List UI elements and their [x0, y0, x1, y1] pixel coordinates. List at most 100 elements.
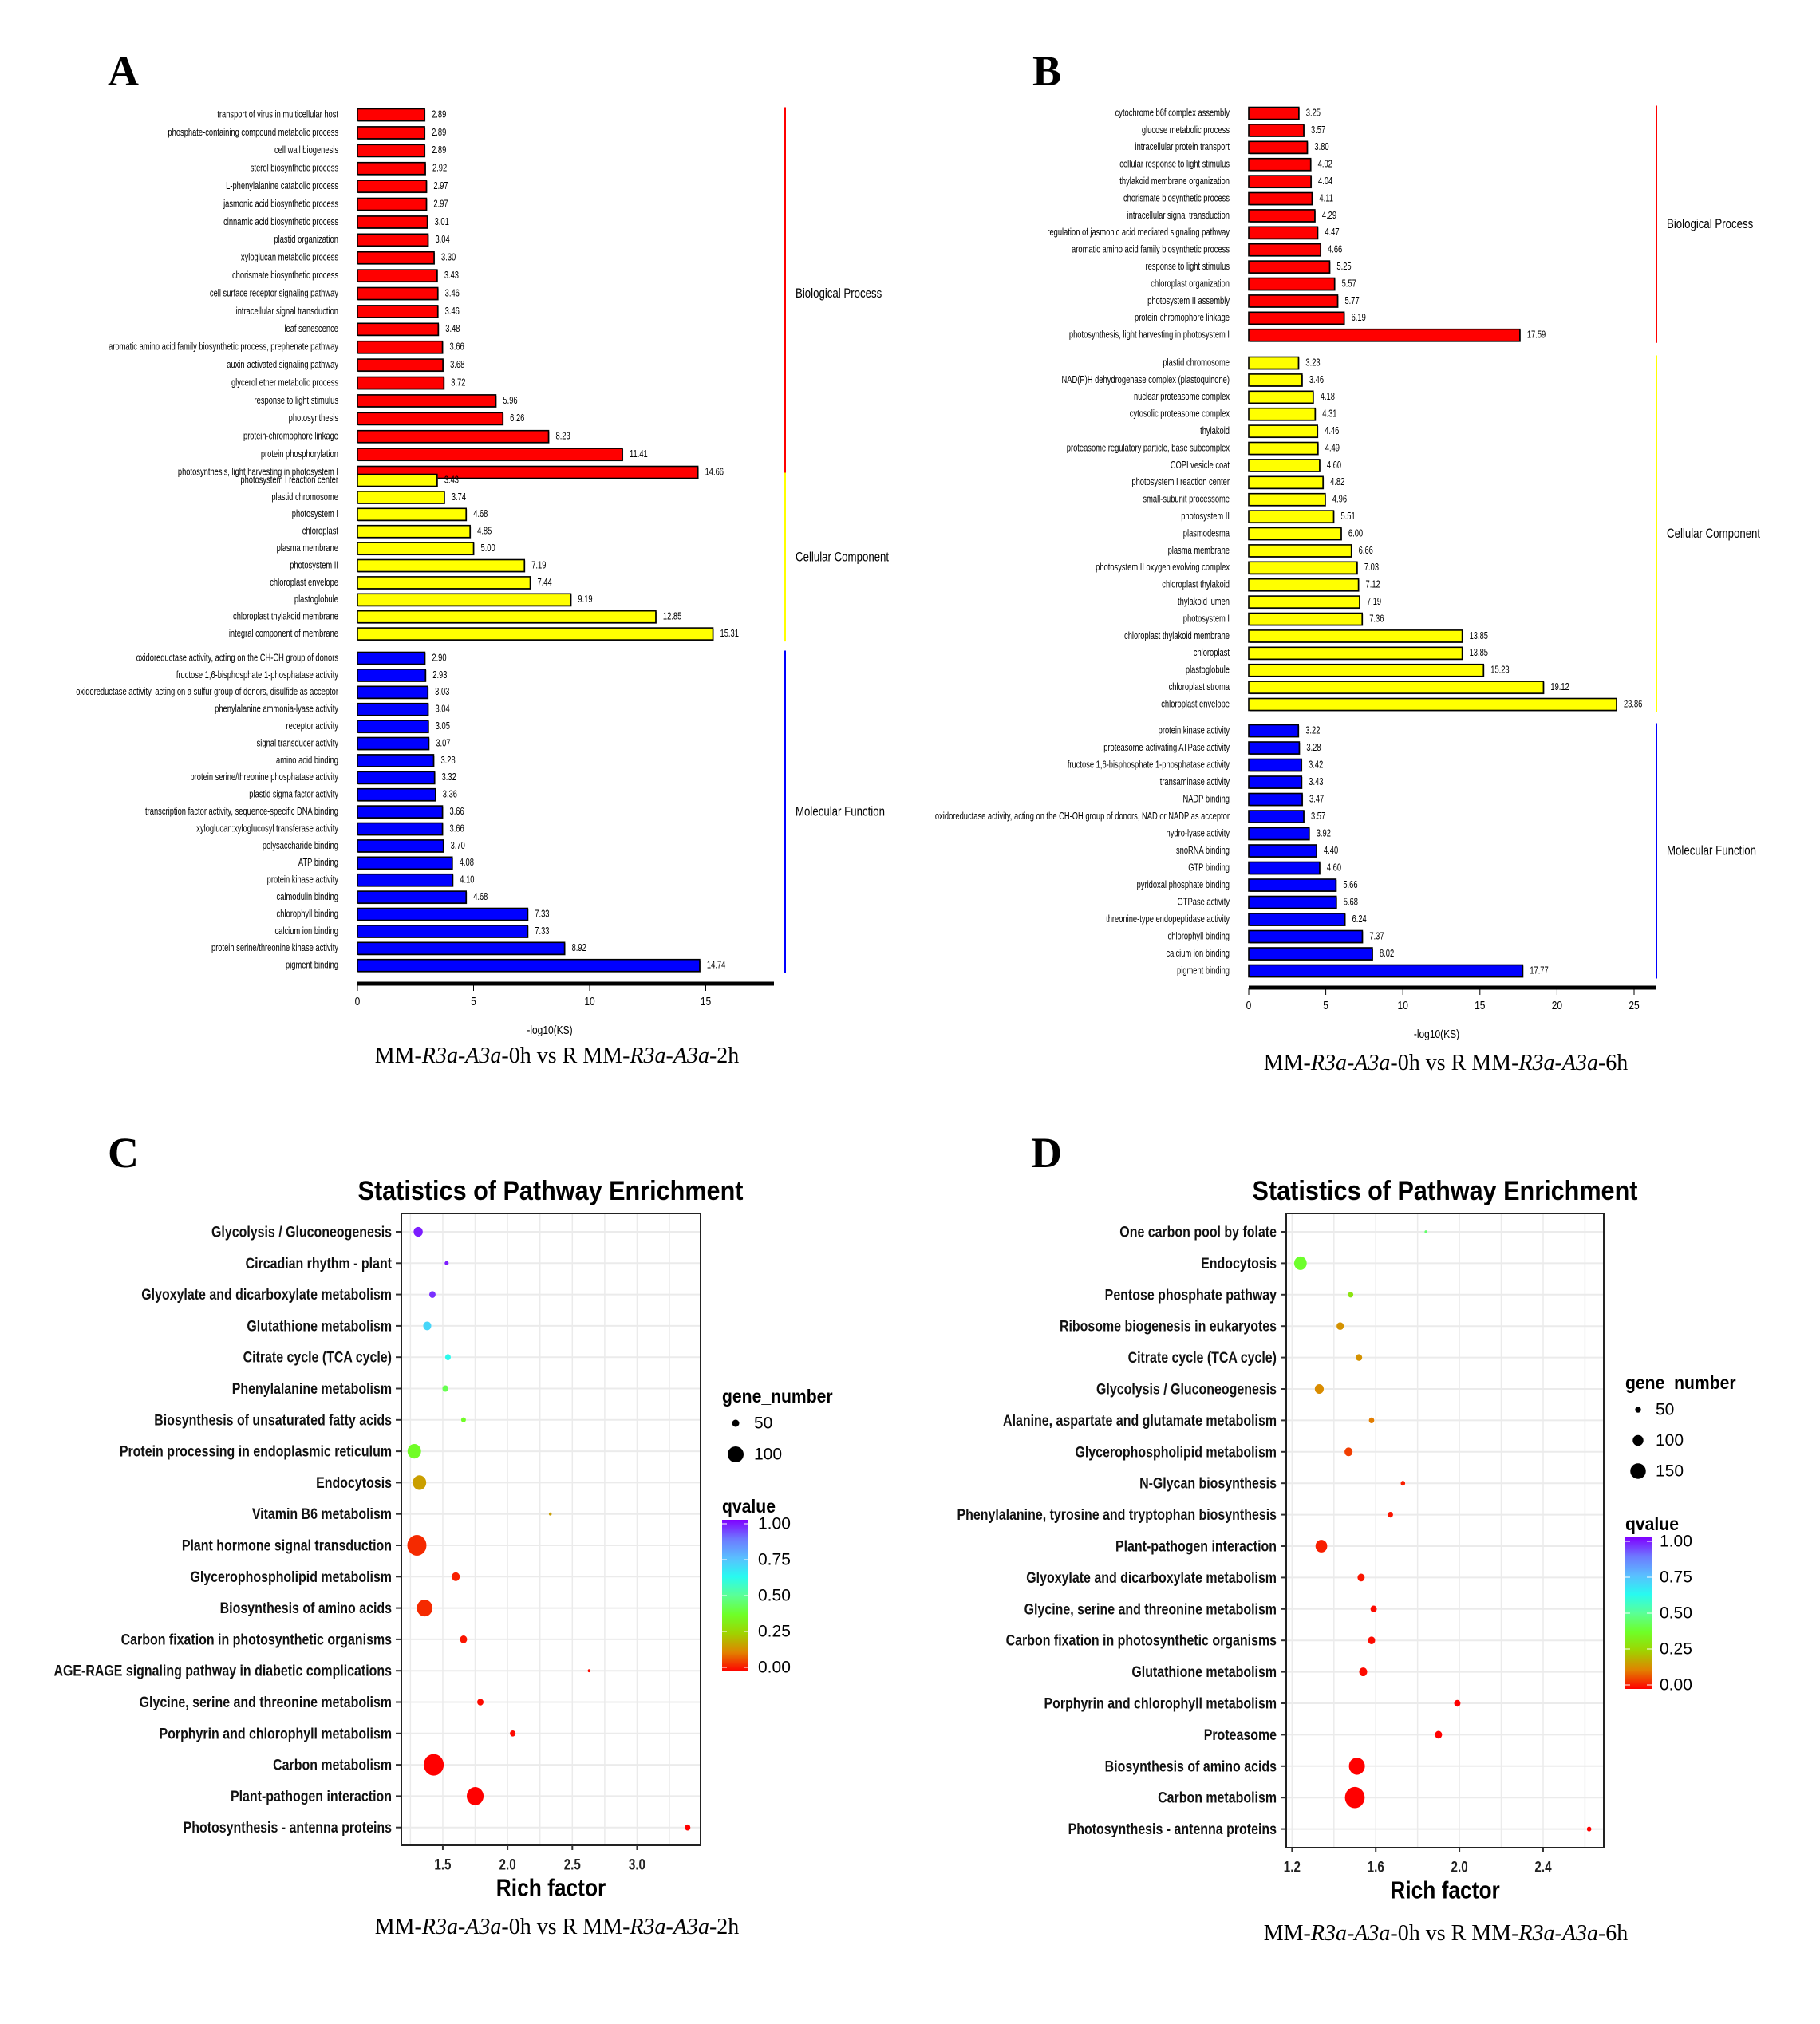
color-legend-label-wrap: 0.00: [1660, 1676, 1692, 1695]
value-label-wrap: 3.47: [1309, 794, 1324, 805]
value-label: 3.04: [435, 704, 449, 715]
group-label: Molecular Function: [796, 804, 885, 819]
x-tick-label: 2.5: [564, 1856, 581, 1873]
pathway-label: Glycolysis / Gluconeogenesis: [1096, 1380, 1277, 1398]
x-tick-label: 5: [471, 995, 476, 1008]
bar: [357, 856, 453, 870]
category-label-wrap: regulation of jasmonic acid mediated sig…: [1047, 227, 1230, 239]
bar: [357, 144, 425, 158]
group-label-wrap: Cellular Component: [1667, 527, 1761, 542]
color-legend-label: 0.25: [758, 1623, 791, 1641]
category-label-wrap: NADP binding: [1182, 794, 1230, 805]
caption-gene: R3a-A3a: [1310, 1051, 1391, 1075]
caption-gene: R3a-A3a: [421, 1915, 502, 1939]
category-label-wrap: ATP binding: [298, 858, 338, 869]
category-label-wrap: small-subunit processome: [1143, 494, 1230, 505]
data-point: [1370, 1605, 1377, 1613]
category-label: fructose 1,6-bisphosphate 1-phosphatase …: [1068, 759, 1230, 771]
value-label: 4.49: [1325, 443, 1340, 454]
caption-part: -0h vs R MM-: [501, 1044, 630, 1068]
value-label: 8.23: [555, 431, 570, 442]
pathway-label: AGE-RAGE signaling pathway in diabetic c…: [53, 1662, 392, 1679]
pathway-label-wrap: N-Glycan biosynthesis: [1139, 1474, 1277, 1492]
value-label-wrap: 2.89: [432, 145, 446, 156]
bar: [357, 558, 526, 573]
value-label-wrap: 2.89: [432, 128, 446, 139]
x-tick-label-wrap: 1.2: [1284, 1858, 1301, 1876]
pathway-label: Carbon fixation in photosynthetic organi…: [1006, 1631, 1277, 1649]
value-label-wrap: 2.89: [432, 109, 446, 120]
bar: [1248, 243, 1321, 257]
value-label: 3.01: [435, 217, 449, 228]
bar: [1248, 475, 1324, 490]
value-label: 3.32: [442, 772, 456, 783]
pathway-label: Biosynthesis of amino acids: [220, 1600, 393, 1617]
value-label-wrap: 3.66: [450, 823, 464, 834]
category-label-wrap: receptor activity: [286, 721, 339, 732]
bar: [357, 805, 444, 819]
value-label: 3.46: [1309, 375, 1324, 386]
category-label: chlorophyll binding: [277, 909, 338, 920]
pathway-label: Carbon metabolism: [1158, 1789, 1277, 1806]
category-label: intracellular signal transduction: [236, 306, 338, 318]
category-label: photosynthesis, light harvesting in phot…: [178, 467, 338, 478]
category-label: proteasome regulatory particle, base sub…: [1067, 443, 1230, 454]
pathway-label-wrap: Glycerophospholipid metabolism: [190, 1568, 392, 1585]
bar: [1248, 544, 1352, 558]
pathway-label-wrap: Plant-pathogen interaction: [1115, 1537, 1277, 1555]
group-label: Cellular Component: [1667, 527, 1761, 542]
bar: [357, 376, 445, 390]
bar: [1248, 629, 1463, 643]
color-legend-label-wrap: 1.00: [1660, 1533, 1692, 1551]
caption-gene: R3a-A3a: [421, 1044, 502, 1068]
x-tick-label: 5: [1323, 999, 1328, 1012]
pathway-label-wrap: Alanine, aspartate and glutamate metabol…: [1003, 1412, 1277, 1430]
category-label: calcium ion binding: [274, 926, 338, 937]
bar: [357, 627, 714, 641]
value-label-wrap: 7.19: [531, 560, 546, 571]
pathway-label: Carbon metabolism: [273, 1756, 392, 1773]
caption-gene: R3a-A3a: [630, 1044, 709, 1068]
x-axis-title-wrap: Rich factor: [1390, 1877, 1500, 1904]
bar: [1248, 492, 1326, 507]
value-label-wrap: 3.23: [1305, 357, 1320, 369]
x-tick-label: 0: [355, 995, 361, 1008]
category-label: chloroplast: [302, 526, 339, 537]
pathway-label: Alanine, aspartate and glutamate metabol…: [1003, 1412, 1277, 1430]
pathway-label: One carbon pool by folate: [1119, 1223, 1277, 1241]
color-legend-label-wrap: 0.75: [1660, 1568, 1692, 1587]
category-label-wrap: pigment binding: [1177, 965, 1230, 976]
color-legend-title: qvalue: [722, 1496, 776, 1517]
x-tick-label-wrap: 15: [701, 995, 711, 1008]
data-point: [477, 1699, 484, 1706]
category-label-wrap: fructose 1,6-bisphosphate 1-phosphatase …: [176, 670, 338, 681]
value-label: 15.31: [720, 629, 739, 640]
data-point: [1400, 1481, 1406, 1486]
caption-b: MM-R3a-A3a-0h vs R MM-R3a-A3a-6h: [1264, 1052, 1629, 1075]
pathway-label: Circadian rhythm - plant: [246, 1254, 393, 1272]
bar: [357, 126, 425, 140]
value-label-wrap: 4.02: [1318, 159, 1332, 170]
value-label-wrap: 3.46: [1309, 375, 1324, 386]
data-point: [444, 1354, 451, 1360]
value-label: 7.12: [1366, 579, 1380, 590]
pathway-label-wrap: Carbon metabolism: [273, 1756, 392, 1773]
panel-letter-b: B: [1032, 47, 1062, 95]
color-legend-label: 0.25: [1660, 1640, 1692, 1659]
category-label: chorismate biosynthetic process: [232, 270, 338, 282]
value-label-wrap: 13.85: [1470, 631, 1488, 642]
data-point: [1388, 1511, 1393, 1518]
value-label: 5.96: [503, 396, 517, 407]
color-legend-label-wrap: 0.25: [758, 1623, 791, 1641]
category-label: photosystem II: [1181, 511, 1230, 523]
category-label-wrap: protein-chromophore linkage: [1135, 313, 1230, 324]
category-label-wrap: photosystem I: [1183, 614, 1230, 625]
x-tick-label: 2.4: [1534, 1858, 1551, 1876]
value-label-wrap: 3.04: [435, 235, 449, 246]
category-label: chloroplast stroma: [1169, 682, 1230, 693]
bar: [1248, 724, 1300, 738]
x-tick-label: 2.0: [1451, 1858, 1468, 1876]
bar: [1248, 277, 1336, 291]
value-label: 4.18: [1321, 392, 1335, 403]
pathway-label-wrap: Pentose phosphate pathway: [1105, 1286, 1277, 1304]
